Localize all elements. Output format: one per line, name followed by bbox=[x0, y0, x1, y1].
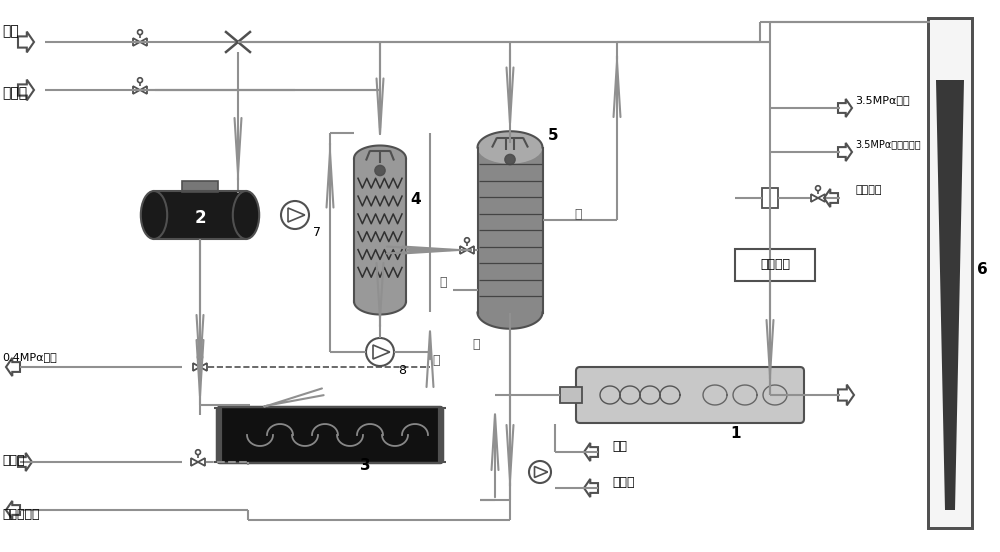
FancyBboxPatch shape bbox=[576, 367, 804, 423]
Text: 3.5MPα蔭汽: 3.5MPα蔭汽 bbox=[855, 95, 910, 105]
Polygon shape bbox=[460, 246, 474, 254]
Text: 制硫尾气: 制硫尾气 bbox=[760, 258, 790, 272]
Text: 1: 1 bbox=[730, 426, 740, 440]
Text: 5: 5 bbox=[548, 128, 559, 142]
Text: 燃料气: 燃料气 bbox=[612, 475, 635, 489]
Text: 7: 7 bbox=[313, 226, 321, 240]
Bar bbox=[182, 181, 218, 192]
Circle shape bbox=[375, 166, 385, 176]
Ellipse shape bbox=[233, 191, 259, 239]
Text: 来除氧水: 来除氧水 bbox=[855, 185, 882, 195]
Text: 向: 向 bbox=[574, 208, 582, 220]
Ellipse shape bbox=[354, 289, 406, 315]
Text: 贫胺液: 贫胺液 bbox=[2, 86, 27, 100]
Bar bbox=[928, 18, 972, 528]
Polygon shape bbox=[191, 458, 205, 466]
Polygon shape bbox=[193, 363, 207, 371]
Text: 8: 8 bbox=[398, 364, 406, 376]
Bar bbox=[560, 387, 582, 403]
Bar bbox=[762, 188, 778, 208]
Polygon shape bbox=[936, 80, 964, 510]
Circle shape bbox=[505, 155, 515, 164]
Text: 3.5MPα蔭汽去管网: 3.5MPα蔭汽去管网 bbox=[855, 139, 921, 149]
Bar bbox=[354, 158, 406, 301]
Ellipse shape bbox=[141, 191, 167, 239]
Text: 除氧水: 除氧水 bbox=[2, 454, 24, 466]
Text: 6: 6 bbox=[977, 263, 988, 278]
Bar bbox=[735, 249, 815, 281]
FancyBboxPatch shape bbox=[217, 407, 443, 463]
Text: 2: 2 bbox=[194, 209, 206, 227]
Text: 吐: 吐 bbox=[440, 275, 447, 289]
Text: 0.4MPα蔭汽: 0.4MPα蔭汽 bbox=[2, 352, 57, 362]
Polygon shape bbox=[133, 86, 147, 94]
Text: 氢气: 氢气 bbox=[2, 24, 19, 38]
Text: 4: 4 bbox=[410, 193, 421, 208]
Text: 向: 向 bbox=[472, 338, 480, 352]
Bar bbox=[478, 147, 542, 312]
Text: 富液去再生: 富液去再生 bbox=[2, 507, 40, 521]
Text: 氢气: 氢气 bbox=[612, 439, 627, 453]
Ellipse shape bbox=[478, 131, 542, 164]
Ellipse shape bbox=[354, 146, 406, 172]
Polygon shape bbox=[811, 194, 825, 202]
Ellipse shape bbox=[478, 296, 542, 329]
Polygon shape bbox=[133, 38, 147, 46]
Bar bbox=[928, 18, 972, 528]
Bar bbox=[154, 191, 246, 239]
Text: 向: 向 bbox=[432, 354, 440, 368]
Text: 3: 3 bbox=[360, 458, 371, 473]
